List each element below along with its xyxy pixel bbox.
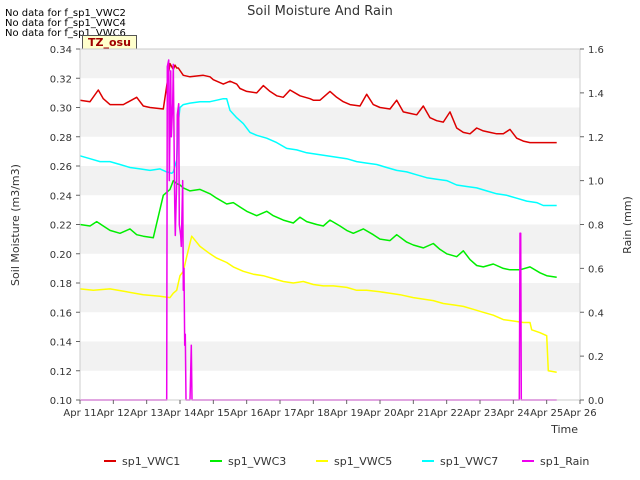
series-line-sp1_VWC3 — [79, 179, 557, 278]
grid-band — [80, 224, 580, 254]
y2-tick-label: 0.6 — [588, 264, 604, 275]
no-data-note-2: No data for f_sp1_VWC4 — [5, 18, 126, 29]
legend-label-sp1_VWC7: sp1_VWC7 — [440, 455, 498, 468]
y-tick-label: 0.24 — [50, 191, 72, 202]
grid-band — [80, 78, 580, 108]
series-line-sp1_VWC1 — [79, 62, 557, 144]
legend-label-sp1_VWC1: sp1_VWC1 — [122, 455, 180, 468]
x-tick-label: Apr 19 — [330, 408, 363, 419]
grid-band — [80, 283, 580, 313]
grid-band — [80, 341, 580, 371]
y2-tick-label: 1.6 — [588, 45, 604, 56]
x-tick-label: Apr 16 — [230, 408, 263, 419]
y-tick-label: 0.10 — [50, 396, 72, 407]
y2-tick-label: 1.2 — [588, 133, 604, 144]
y2-tick-label: 0.8 — [588, 221, 604, 232]
y-tick-label: 0.18 — [50, 279, 72, 290]
y-tick-label: 0.14 — [50, 338, 72, 349]
x-tick-label: Apr 11 — [63, 408, 96, 419]
y-axis-label: Soil Moisture (m3/m3) — [9, 164, 22, 286]
y-tick-label: 0.28 — [50, 133, 72, 144]
grid-band — [80, 49, 580, 79]
legend-label-sp1_VWC5: sp1_VWC5 — [334, 455, 392, 468]
x-tick-label: Apr 26 — [563, 408, 596, 419]
y-tick-label: 0.30 — [50, 104, 72, 115]
x-tick-label: Apr 20 — [363, 408, 396, 419]
x-tick-label: Apr 24 — [497, 408, 530, 419]
chart-title: Soil Moisture And Rain — [247, 4, 393, 19]
x-tick-label: Apr 22 — [430, 408, 463, 419]
x-tick-label: Apr 17 — [263, 408, 296, 419]
x-tick-label: Apr 14 — [163, 408, 196, 419]
grid-band — [80, 253, 580, 283]
series-line-sp1_VWC5 — [79, 235, 557, 373]
y-tick-label: 0.26 — [50, 162, 72, 173]
x-tick-label: Apr 13 — [130, 408, 163, 419]
legend-label-sp1_VWC3: sp1_VWC3 — [228, 455, 286, 468]
y2-tick-label: 0.4 — [588, 308, 604, 319]
y-tick-label: 0.34 — [50, 45, 72, 56]
y-tick-label: 0.12 — [50, 367, 72, 378]
no-data-note-3: No data for f_sp1_VWC6 — [5, 28, 126, 39]
grid-band — [80, 312, 580, 342]
y2-tick-label: 1.4 — [588, 89, 604, 100]
legend-label-sp1_Rain: sp1_Rain — [540, 455, 589, 468]
x-tick-label: Apr 25 — [530, 408, 563, 419]
y2-tick-label: 0.2 — [588, 352, 604, 363]
y-tick-label: 0.32 — [50, 74, 72, 85]
grid-band — [80, 107, 580, 137]
y-tick-label: 0.20 — [50, 250, 72, 261]
site-badge: TZ_osu — [82, 35, 137, 50]
x-tick-label: Apr 12 — [97, 408, 130, 419]
x-tick-label: Apr 18 — [297, 408, 330, 419]
y2-tick-label: 0.0 — [588, 396, 604, 407]
y-tick-label: 0.22 — [50, 221, 72, 232]
x-axis-label: Time — [550, 423, 578, 436]
x-tick-label: Apr 23 — [463, 408, 496, 419]
y-tick-label: 0.16 — [50, 308, 72, 319]
y2-axis-label: Rain (mm) — [621, 196, 634, 254]
grid-band — [80, 370, 580, 400]
x-tick-label: Apr 15 — [197, 408, 230, 419]
grid-band — [80, 136, 580, 166]
no-data-note-1: No data for f_sp1_VWC2 — [5, 8, 126, 19]
x-tick-label: Apr 21 — [397, 408, 430, 419]
y2-tick-label: 1.0 — [588, 177, 604, 188]
